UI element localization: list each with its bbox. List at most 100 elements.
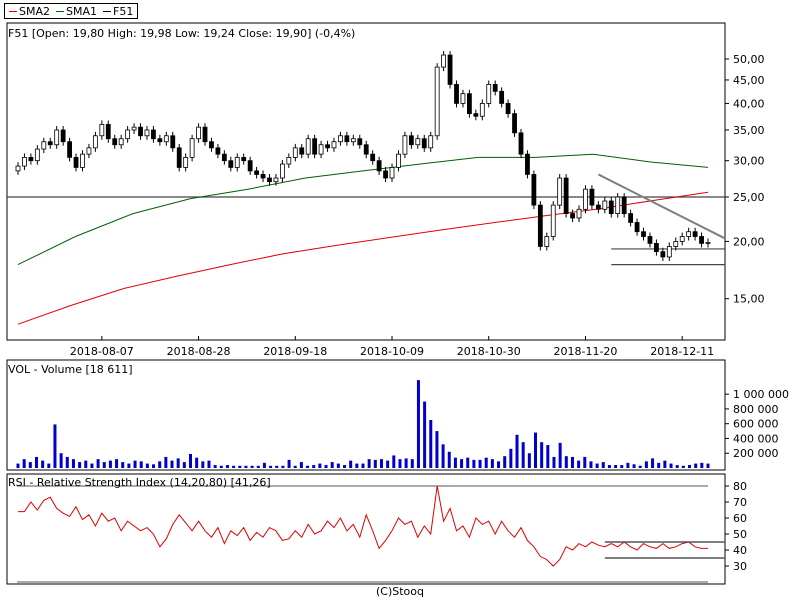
volume-bar: [78, 462, 82, 468]
candle-body: [202, 126, 208, 143]
candle-body: [67, 141, 72, 158]
rsi-y-tick-label: 70: [733, 496, 747, 509]
volume-bar: [232, 465, 236, 468]
candle-body: [54, 129, 60, 146]
volume-bar: [540, 442, 544, 468]
volume-bar: [182, 462, 186, 468]
volume-bar: [497, 461, 501, 468]
rsi-line: [18, 485, 708, 567]
volume-bar: [441, 444, 445, 468]
volume-bar: [527, 453, 531, 468]
volume-bar: [681, 465, 685, 468]
volume-bar: [65, 456, 69, 468]
price-x-tick-label: 2018-11-20: [554, 345, 618, 358]
legend-swatch-sma1: [56, 10, 64, 12]
candle-body: [305, 138, 311, 155]
candle-body: [241, 156, 247, 162]
volume-bar: [287, 459, 291, 468]
candle-body: [557, 177, 563, 206]
candle-body: [247, 160, 253, 172]
volume-bar: [478, 459, 482, 468]
candle-body: [699, 236, 704, 244]
volume-bar: [700, 462, 704, 468]
volume-bar: [170, 460, 174, 468]
volume-bar: [324, 465, 328, 468]
volume-bar: [416, 380, 420, 468]
candle-body: [686, 231, 692, 237]
price-y-tick-label: 15,00: [733, 293, 765, 306]
candle-body: [531, 174, 537, 206]
candle-body: [570, 213, 575, 219]
volume-bar: [152, 464, 156, 468]
volume-panel-frame: [6, 359, 726, 471]
volume-bar: [423, 401, 427, 468]
volume-bar: [651, 458, 655, 468]
volume-bar: [595, 463, 599, 468]
volume-bar: [121, 462, 125, 468]
candle-body: [176, 147, 182, 168]
volume-bar: [108, 460, 112, 468]
volume-bar: [207, 460, 211, 468]
volume-bar: [176, 458, 180, 468]
volume-bar: [189, 453, 192, 468]
volume-bar: [238, 465, 242, 468]
candle-body: [544, 236, 550, 247]
volume-bar: [558, 442, 562, 468]
candle-body: [286, 156, 292, 165]
price-x-tick-label: 2018-12-11: [650, 345, 714, 358]
candle-body: [144, 129, 150, 137]
volume-bar: [158, 461, 162, 468]
volume-bar: [626, 462, 630, 468]
candle-body: [73, 156, 79, 168]
candle-body: [589, 188, 595, 206]
volume-bar: [694, 463, 698, 468]
price-y-tick-label: 40,00: [733, 97, 765, 110]
candle-body: [628, 213, 634, 223]
candle-body: [550, 204, 556, 237]
candle-body: [105, 123, 111, 140]
candle-body: [318, 144, 324, 155]
volume-bar: [614, 465, 618, 468]
price-panel-title: F51 [Open: 19,80 High: 19,98 Low: 19,24 …: [8, 27, 356, 40]
candle-body: [441, 54, 447, 68]
volume-bar: [484, 457, 488, 468]
candle-body: [131, 126, 137, 131]
candle-body: [221, 153, 227, 162]
volume-bar: [213, 465, 217, 468]
candle-body: [196, 126, 201, 140]
candle-body: [151, 129, 156, 140]
volume-bar: [410, 459, 414, 468]
volume-bar: [688, 465, 692, 468]
candle-body: [22, 156, 27, 167]
volume-bar: [472, 459, 476, 468]
candle-body: [563, 177, 569, 214]
volume-bar: [84, 460, 88, 468]
volume-bar: [269, 465, 273, 468]
candle-body: [486, 84, 492, 104]
volume-bar: [293, 465, 297, 468]
volume-bar: [34, 456, 38, 468]
volume-bar: [355, 463, 359, 468]
price-y-tick-label: 35,00: [733, 124, 765, 137]
rsi-panel-title: RSI - Relative Strength Index (14,20,80)…: [8, 476, 271, 489]
candle-body: [15, 165, 21, 172]
volume-bar: [47, 463, 51, 468]
volume-bar: [583, 456, 587, 468]
candle-body: [273, 177, 279, 183]
legend-swatch-sma2: [9, 10, 17, 12]
candle-body: [415, 138, 421, 146]
volume-bar: [201, 461, 205, 468]
volume-bar: [392, 455, 396, 468]
candle-body: [499, 90, 505, 104]
candle-body: [28, 156, 34, 162]
candle-body: [254, 170, 259, 175]
volume-bar: [349, 460, 353, 468]
volume-bar: [669, 463, 673, 468]
candle-body: [537, 204, 543, 247]
volume-bar: [367, 459, 371, 468]
candle-body: [260, 174, 266, 179]
candle-body: [473, 113, 479, 117]
price-x-tick-label: 2018-09-18: [263, 345, 327, 358]
volume-bar: [429, 420, 433, 468]
volume-bar: [256, 465, 260, 468]
